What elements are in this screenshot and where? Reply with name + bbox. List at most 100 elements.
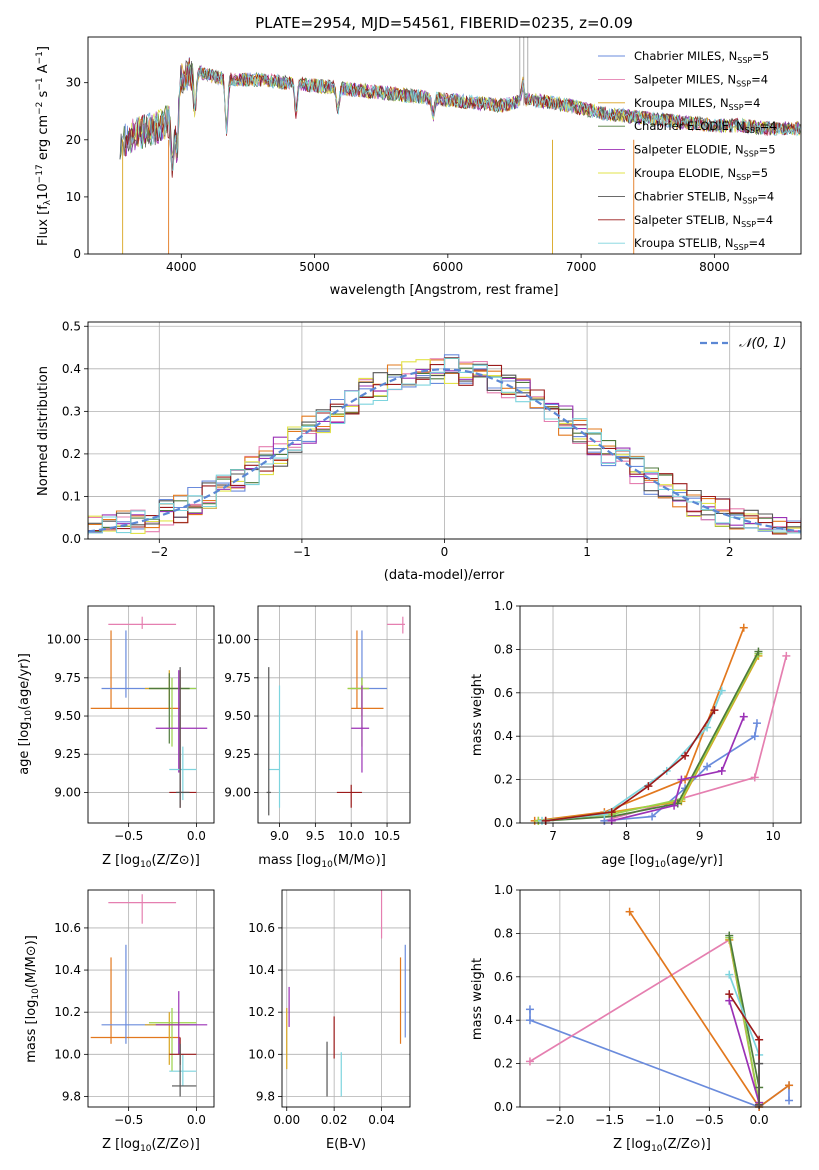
x-tick-label: 9.0 bbox=[270, 829, 289, 843]
x-tick-label: 7 bbox=[549, 829, 557, 843]
x-tick-label: −1.5 bbox=[595, 1113, 624, 1127]
x-tick-label: 8 bbox=[623, 829, 631, 843]
y-tick-label: 0.8 bbox=[494, 926, 513, 940]
x-tick-label: 10.5 bbox=[374, 829, 401, 843]
axes-frame bbox=[87, 321, 802, 540]
axes-frame bbox=[257, 605, 411, 824]
spectrum-xlabel: wavelength [Angstrom, rest frame] bbox=[330, 283, 559, 298]
y-tick-label: 9.75 bbox=[54, 671, 81, 685]
mass-vs-ebv-panel: 0.00 0.02 0.04 9.8 10.0 10.2 10.4 10.6 bbox=[248, 889, 411, 1127]
gauss-curve bbox=[87, 368, 802, 533]
legend-entry: Salpeter MILES, NSSP=4 bbox=[634, 72, 768, 88]
x-tick-label: 6000 bbox=[433, 260, 464, 274]
y-tick-label: 9.25 bbox=[224, 747, 251, 761]
y-tick-label: 0.2 bbox=[494, 1057, 513, 1071]
legend-entry: Kroupa MILES, NSSP=4 bbox=[634, 96, 760, 112]
x-tick-label: 1 bbox=[583, 545, 591, 559]
x-tick-label: 7000 bbox=[566, 260, 597, 274]
x-tick-label: 0.02 bbox=[321, 1113, 348, 1127]
legend-entry: Chabrier ELODIE, NSSP=4 bbox=[634, 119, 777, 135]
massweight-line bbox=[728, 935, 760, 1088]
y-tick-label: 10.4 bbox=[248, 963, 275, 977]
y-tick-label: 10.4 bbox=[54, 963, 81, 977]
residual-xlabel: (data-model)/error bbox=[384, 568, 505, 583]
y-tick-label: 10.6 bbox=[54, 921, 81, 935]
massz-xlabel: Z [log10(Z/Z⊙)] bbox=[102, 1137, 200, 1154]
y-tick-label: 10.0 bbox=[248, 1047, 275, 1061]
y-tick-label: 0.4 bbox=[494, 729, 513, 743]
mass-vs-z-panel: −0.5 0.0 9.8 10.0 10.2 10.4 10.6 bbox=[54, 889, 215, 1127]
mwage-ylabel: mass weight bbox=[470, 674, 485, 756]
y-tick-label: 0.4 bbox=[494, 1013, 513, 1027]
axes-frame bbox=[87, 36, 802, 255]
massz-ylabel: mass [log10(M/M⊙)] bbox=[24, 935, 41, 1063]
mwz-ylabel: mass weight bbox=[470, 958, 485, 1040]
y-tick-label: 10.2 bbox=[248, 1005, 275, 1019]
y-tick-label: 9.50 bbox=[54, 709, 81, 723]
legend-entry: Chabrier STELIB, NSSP=4 bbox=[634, 189, 774, 205]
y-tick-label: 30 bbox=[66, 76, 81, 90]
massweight-vs-z-panel: −2.0 −1.5 −1.0 −0.5 0.0 0.0 0.2 0.4 0.6 0.8 1.0 bbox=[494, 883, 802, 1127]
spectrum-line bbox=[124, 57, 801, 178]
legend-entry: Salpeter ELODIE, NSSP=5 bbox=[634, 143, 776, 159]
mwz-xlabel: Z [log10(Z/Z⊙)] bbox=[613, 1137, 711, 1154]
y-tick-label: 20 bbox=[66, 133, 81, 147]
spectrum-line bbox=[130, 63, 801, 171]
massweight-line bbox=[728, 1000, 760, 1103]
massweight-line bbox=[545, 709, 716, 822]
y-tick-label: 0.6 bbox=[494, 970, 513, 984]
spectrum-title: PLATE=2954, MJD=54561, FIBERID=0235, z=0… bbox=[255, 14, 633, 32]
legend-entry: Kroupa STELIB, NSSP=4 bbox=[634, 236, 765, 252]
y-tick-label: 0.5 bbox=[62, 319, 81, 333]
massweight-line bbox=[538, 655, 760, 822]
massweight-line bbox=[604, 723, 758, 822]
x-tick-label: 2 bbox=[726, 545, 734, 559]
y-tick-label: 10 bbox=[66, 190, 81, 204]
agez-ylabel: age [log10(age/yr)] bbox=[17, 653, 34, 775]
massweight-line bbox=[529, 938, 760, 1105]
y-tick-label: 9.25 bbox=[54, 747, 81, 761]
age-vs-mass-panel: 9.0 9.5 10.0 10.5 9.00 9.25 9.50 9.75 10.00 bbox=[217, 605, 411, 843]
y-tick-label: 0.8 bbox=[494, 642, 513, 656]
agez-xlabel: Z [log10(Z/Z⊙)] bbox=[102, 853, 200, 870]
y-tick-label: 9.8 bbox=[62, 1089, 81, 1103]
x-tick-label: −0.5 bbox=[114, 829, 143, 843]
x-tick-label: 8000 bbox=[699, 260, 730, 274]
y-tick-label: 0.0 bbox=[494, 816, 513, 830]
massweight-line bbox=[628, 911, 790, 1107]
axes-frame bbox=[519, 605, 802, 824]
legend-entry: Salpeter STELIB, NSSP=4 bbox=[634, 213, 773, 229]
mwage-xlabel: age [log10(age/yr)] bbox=[601, 853, 723, 870]
x-tick-label: 0 bbox=[441, 545, 449, 559]
x-tick-label: 0.0 bbox=[750, 1113, 769, 1127]
x-tick-label: 0.00 bbox=[273, 1113, 300, 1127]
y-tick-label: 9.8 bbox=[256, 1089, 275, 1103]
y-tick-label: 9.00 bbox=[54, 785, 81, 799]
y-tick-label: 0.2 bbox=[494, 773, 513, 787]
x-tick-label: 10.0 bbox=[338, 829, 365, 843]
axes-frame bbox=[281, 889, 411, 1108]
spectrum-ylabel: Flux [fλ10−17 erg cm−2 s−1 A−1] bbox=[35, 46, 53, 246]
axes-frame bbox=[87, 889, 215, 1108]
massweight-vs-age-panel: 7 8 9 10 0.0 0.2 0.4 0.6 0.8 1.0 bbox=[494, 599, 802, 843]
y-tick-label: 10.00 bbox=[47, 633, 81, 647]
x-tick-label: −2.0 bbox=[545, 1113, 574, 1127]
y-tick-label: 1.0 bbox=[494, 883, 513, 897]
gauss-legend-label: 𝒩(0, 1) bbox=[739, 336, 786, 351]
spectrum-panel: 4000 5000 6000 7000 8000 0 10 20 30 Chabrier MILE… bbox=[66, 36, 802, 274]
massweight-line bbox=[538, 653, 760, 822]
residual-panel: −2 −1 0 1 2 0.0 0.1 0.2 0.3 0.4 0.5 bbox=[62, 319, 802, 559]
masse-xlabel: E(B-V) bbox=[326, 1137, 366, 1152]
y-tick-label: 1.0 bbox=[494, 599, 513, 613]
x-tick-label: 4000 bbox=[166, 260, 197, 274]
y-tick-label: 9.50 bbox=[224, 709, 251, 723]
y-tick-label: 10.00 bbox=[217, 633, 251, 647]
x-tick-label: −1.0 bbox=[645, 1113, 674, 1127]
y-tick-label: 0.1 bbox=[62, 489, 81, 503]
x-tick-label: 10 bbox=[765, 829, 780, 843]
y-tick-label: 0.6 bbox=[494, 686, 513, 700]
y-tick-label: 9.75 bbox=[224, 671, 251, 685]
x-tick-label: 0.0 bbox=[187, 829, 206, 843]
y-tick-label: 0.0 bbox=[494, 1100, 513, 1114]
